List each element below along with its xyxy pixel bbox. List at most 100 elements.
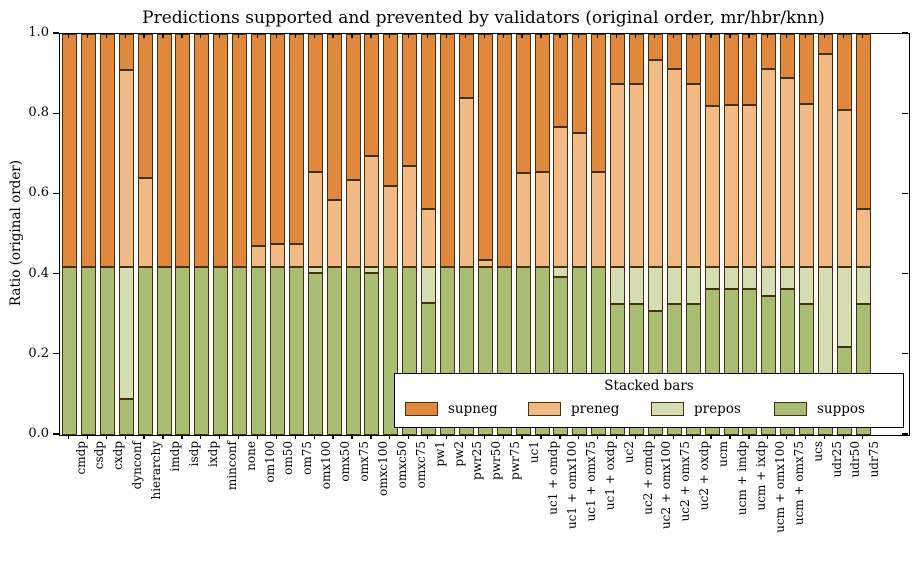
legend-swatch-suppos	[774, 402, 807, 416]
x-tick-label: pw1	[432, 441, 447, 467]
bar-segment-prepos	[307, 266, 323, 274]
x-tick	[691, 34, 693, 38]
x-tick	[143, 34, 145, 38]
x-tick	[786, 34, 788, 38]
x-tick	[710, 34, 712, 38]
x-tick	[67, 34, 70, 38]
bar-segment-supneg	[685, 34, 701, 85]
x-tick-label: uc2 + omx75	[678, 441, 693, 522]
bar-segment-supneg	[80, 34, 96, 267]
legend-label: suppos	[817, 401, 865, 417]
bar-segment-supneg	[364, 34, 380, 157]
x-tick	[219, 435, 221, 439]
x-tick	[615, 34, 618, 38]
y-tick-label: 0.6	[28, 185, 49, 201]
x-tick	[275, 435, 278, 439]
bar-segment-supneg	[402, 34, 418, 166]
bar-segment-prepos	[364, 266, 380, 273]
x-tick-label: ucs	[810, 441, 825, 462]
x-tick	[653, 435, 656, 439]
x-tick	[162, 435, 164, 439]
x-tick	[578, 435, 580, 439]
x-tick	[767, 34, 769, 38]
bar-segment-supneg	[194, 34, 210, 267]
x-tick-label: omxc75	[413, 441, 428, 489]
bar-segment-suppos	[364, 272, 380, 435]
y-tick	[53, 32, 59, 34]
x-tick-label: ucm	[716, 441, 731, 467]
x-tick-label: udr50	[848, 441, 863, 478]
bar-segment-preneg	[666, 68, 682, 267]
bar-segment-supneg	[288, 34, 304, 245]
legend-label: preneg	[571, 401, 620, 417]
x-tick-label: udr75	[867, 441, 882, 478]
bar-segment-suppos	[137, 266, 153, 435]
bar-segment-suppos	[194, 266, 210, 435]
bar-segment-prepos	[723, 266, 739, 290]
bar-segment-supneg	[251, 34, 266, 246]
y-tick	[902, 272, 908, 275]
x-tick	[237, 435, 240, 439]
bar-segment-suppos	[156, 266, 172, 435]
y-axis-label: Ratio (original order)	[8, 159, 24, 307]
bar-segment-supneg	[477, 34, 493, 260]
y-tick	[53, 272, 59, 275]
x-tick-label: omx50	[338, 441, 353, 482]
bar-segment-supneg	[780, 34, 796, 79]
x-tick	[181, 34, 183, 38]
bar-segment-supneg	[421, 34, 437, 210]
x-tick	[124, 435, 126, 439]
x-tick-label: pwr75	[508, 441, 523, 480]
x-tick	[786, 435, 788, 439]
x-tick	[67, 435, 70, 439]
bar-segment-supneg	[345, 34, 361, 180]
y-tick-label: 0.4	[28, 265, 49, 281]
bar-segment-supneg	[99, 34, 115, 267]
x-tick	[313, 435, 315, 439]
x-tick	[540, 34, 542, 38]
bar-segment-supneg	[553, 34, 569, 128]
bar-segment-suppos	[232, 266, 248, 435]
x-tick-label: imdp	[168, 441, 182, 472]
bar-segment-supneg	[818, 34, 833, 55]
bar-segment-supneg	[440, 34, 455, 267]
x-tick	[445, 435, 448, 439]
x-tick-label: uc1	[527, 441, 542, 464]
x-tick-label: cmdp	[73, 441, 88, 475]
bar-segment-suppos	[62, 266, 77, 435]
bar-segment-supneg	[572, 34, 588, 134]
bar-segment-suppos	[288, 266, 304, 435]
x-tick	[351, 34, 353, 38]
bar-segment-supneg	[610, 34, 626, 85]
y-tick	[902, 192, 908, 195]
bar-segment-suppos	[80, 266, 96, 435]
bar-segment-suppos	[251, 266, 266, 435]
x-tick	[729, 435, 731, 439]
x-tick	[634, 435, 637, 439]
x-tick	[294, 34, 296, 38]
bar-segment-preneg	[818, 54, 833, 267]
x-tick	[502, 435, 504, 439]
x-tick	[294, 435, 296, 439]
x-tick-label: uc2	[621, 441, 636, 464]
bar-segment-supneg	[213, 34, 229, 267]
y-tick	[53, 192, 59, 195]
x-tick	[804, 435, 807, 439]
bar-segment-preneg	[345, 179, 361, 267]
bar-segment-supneg	[855, 34, 871, 209]
x-tick	[710, 435, 712, 439]
bar-segment-supneg	[666, 34, 682, 69]
x-tick	[729, 34, 731, 38]
x-tick	[748, 34, 750, 38]
x-tick	[559, 34, 561, 38]
x-tick	[767, 435, 769, 439]
bar-segment-prepos	[118, 266, 134, 399]
y-tick-label: 0.8	[28, 105, 49, 121]
bar-segment-suppos	[345, 266, 361, 435]
legend-item-supneg: supneg	[405, 401, 528, 417]
bar-segment-supneg	[496, 34, 512, 267]
x-tick	[672, 34, 674, 38]
bar-segment-preneg	[269, 244, 285, 267]
bar-segment-prepos	[666, 266, 682, 304]
